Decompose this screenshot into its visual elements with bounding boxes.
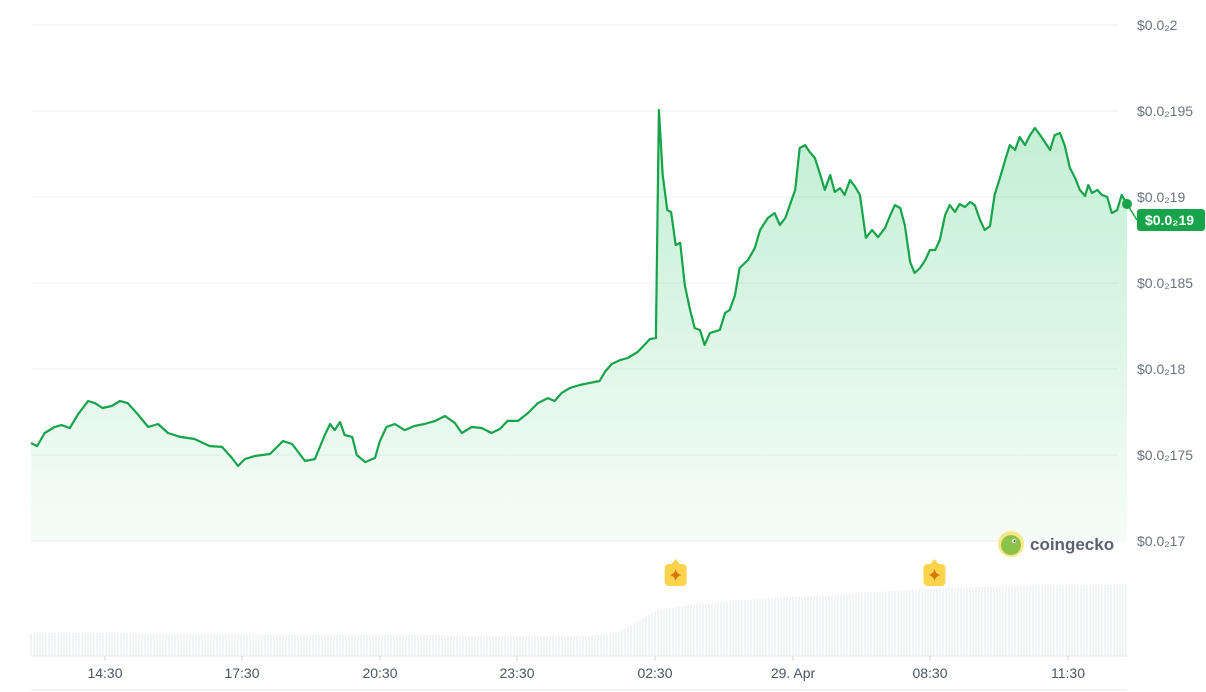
event-marker[interactable] [664, 559, 687, 586]
current-price-dot [1122, 199, 1132, 210]
x-tick-label: 17:30 [224, 665, 259, 681]
event-markers [664, 559, 946, 586]
x-tick-label: 29. Apr [771, 665, 816, 681]
current-price-label: $0.0₂19 [1145, 212, 1194, 228]
price-area-fill [31, 110, 1127, 541]
y-tick-label: $0.0₂18 [1137, 361, 1185, 377]
y-tick-label: $0.0₂185 [1137, 275, 1193, 291]
x-tick-label: 02:30 [637, 665, 672, 681]
x-tick-label: 20:30 [362, 665, 397, 681]
y-tick-label: $0.0₂17 [1137, 533, 1185, 549]
coingecko-logo: coingecko [998, 531, 1114, 557]
event-marker[interactable] [923, 559, 946, 586]
sparkle-icon [928, 569, 941, 581]
sparkle-icon [669, 569, 682, 581]
coingecko-wordmark: coingecko [1030, 535, 1114, 554]
price-line[interactable] [30, 108, 1128, 468]
y-tick-label: $0.0₂195 [1137, 103, 1193, 119]
x-tick-label: 11:30 [1051, 665, 1085, 681]
current-price-badge: $0.0₂19 [1137, 209, 1205, 231]
x-tick-label: 14:30 [87, 665, 122, 681]
volume-bars [30, 584, 1127, 655]
x-tick-label: 23:30 [499, 665, 534, 681]
y-tick-label: $0.0₂175 [1137, 447, 1193, 463]
y-tick-label: $0.0₂2 [1137, 17, 1178, 33]
y-tick-label: $0.0₂19 [1137, 189, 1185, 205]
x-axis: 14:30 17:30 20:30 23:30 02:30 29. Apr 08:30 11:… [87, 656, 1085, 681]
y-axis: $0.0₂2 $0.0₂195 $0.0₂19 $0.0₂185 $0.0₂18 $0.0… [1137, 17, 1193, 549]
x-tick-label: 08:30 [912, 665, 947, 681]
